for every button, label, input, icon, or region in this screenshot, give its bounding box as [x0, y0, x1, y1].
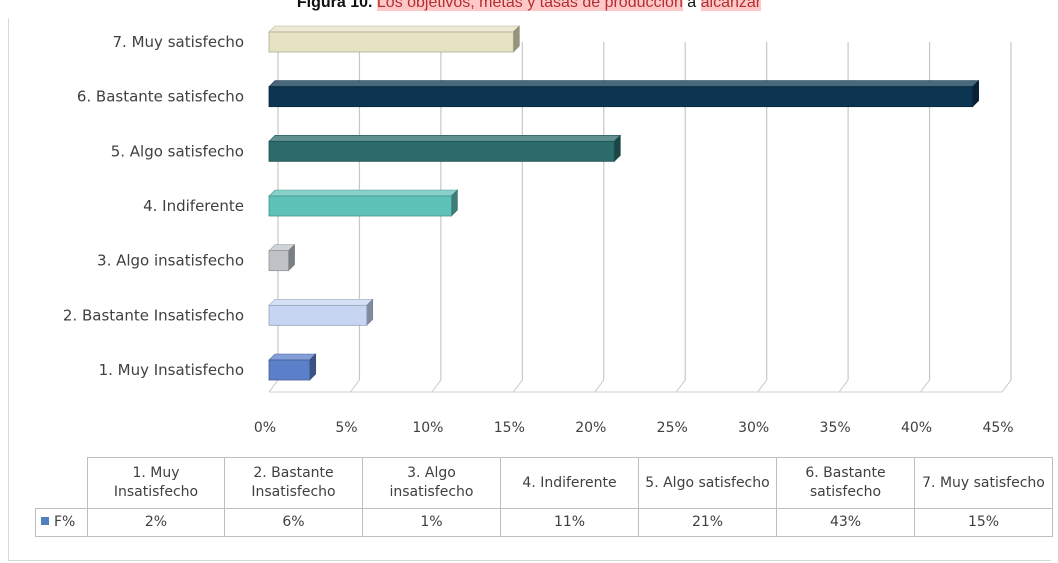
bar-top-face	[268, 135, 622, 142]
bar	[268, 304, 368, 326]
bar-top-face	[268, 353, 317, 361]
data-table-cell: 2%	[87, 508, 225, 537]
gridline-floor	[350, 379, 360, 393]
gridline-floor	[268, 379, 279, 393]
data-table-header: 4. Indiferente	[500, 457, 639, 509]
caption-highlight-1: Los objetivos, metas y tasas de producci…	[376, 0, 683, 11]
caption-figure-number: Figura 10.	[296, 0, 373, 11]
data-table-series-label: F%	[35, 508, 88, 537]
figure-caption: Figura 10. Los objetivos, metas y tasas …	[0, 0, 1058, 12]
gridline-floor	[1001, 379, 1012, 393]
y-category-label: 2. Bastante Insatisfecho	[63, 306, 244, 324]
x-tick-label: 10%	[412, 420, 443, 436]
data-table-cell: 6%	[224, 508, 363, 537]
y-category-label: 4. Indiferente	[143, 197, 244, 215]
x-tick-label: 5%	[335, 420, 357, 436]
data-table-cell: 1%	[362, 508, 501, 537]
data-table-header: 6. Bastante satisfecho	[776, 457, 915, 509]
gridline-floor	[757, 379, 768, 393]
data-table-cell: 43%	[776, 508, 915, 537]
x-tick-label: 20%	[575, 420, 606, 436]
y-category-label: 6. Bastante satisfecho	[77, 88, 244, 106]
data-table-header: 5. Algo satisfecho	[638, 457, 777, 509]
x-tick-label: 25%	[657, 420, 688, 436]
data-table-header: 7. Muy satisfecho	[914, 457, 1053, 509]
bar	[268, 86, 974, 108]
y-category-label: 7. Muy satisfecho	[113, 33, 244, 51]
data-table-header: 1. Muy Insatisfecho	[87, 457, 225, 509]
data-table-corner	[35, 457, 88, 509]
y-category-label: 5. Algo satisfecho	[111, 142, 244, 160]
data-table-cell: 21%	[638, 508, 777, 537]
caption-middle: a	[687, 0, 697, 11]
data-table-header-row: 1. Muy Insatisfecho 2. Bastante Insatisf…	[35, 457, 1053, 509]
legend-series-name: F%	[54, 514, 76, 530]
x-tick-label: 45%	[982, 420, 1013, 436]
y-category-label: 3. Algo insatisfecho	[97, 252, 244, 270]
bar-top-face	[268, 299, 374, 306]
gridline-floor	[920, 379, 930, 393]
y-category-label: 1. Muy Insatisfecho	[99, 361, 244, 379]
chart-frame	[8, 18, 1051, 561]
data-table-header: 3. Algo insatisfecho	[362, 457, 501, 509]
gridline-floor	[512, 379, 523, 393]
x-tick-label: 30%	[738, 420, 769, 436]
bar-top-face	[268, 80, 980, 87]
bar	[268, 250, 289, 272]
x-tick-label: 15%	[494, 420, 525, 436]
bar	[268, 195, 452, 217]
data-table-cell: 15%	[914, 508, 1053, 537]
x-tick-label: 35%	[820, 420, 851, 436]
data-table-header: 2. Bastante Insatisfecho	[224, 457, 363, 509]
data-table-value-row: F% 2% 6% 1% 11% 21% 43% 15%	[35, 508, 1053, 537]
x-tick-label: 0%	[254, 420, 276, 436]
bar	[268, 359, 311, 381]
legend-key-swatch	[41, 517, 49, 525]
data-table: 1. Muy Insatisfecho 2. Bastante Insatisf…	[35, 457, 1053, 537]
gridline-floor	[675, 379, 686, 393]
data-table-cell: 11%	[500, 508, 639, 537]
gridline-floor	[594, 379, 605, 393]
gridline-floor	[431, 379, 442, 393]
gridline-floor	[838, 379, 849, 393]
bar-top-face	[268, 189, 459, 197]
bar-chart: 0% 5% 10% 15% 20% 25% 30% 35% 40% 45% 1. Muy Insat…	[63, 25, 1014, 436]
bar	[268, 140, 615, 162]
bar-top-face	[268, 25, 521, 33]
bar	[268, 31, 514, 53]
caption-highlight-2: alcanzar	[700, 0, 762, 11]
x-tick-label: 40%	[901, 420, 932, 436]
